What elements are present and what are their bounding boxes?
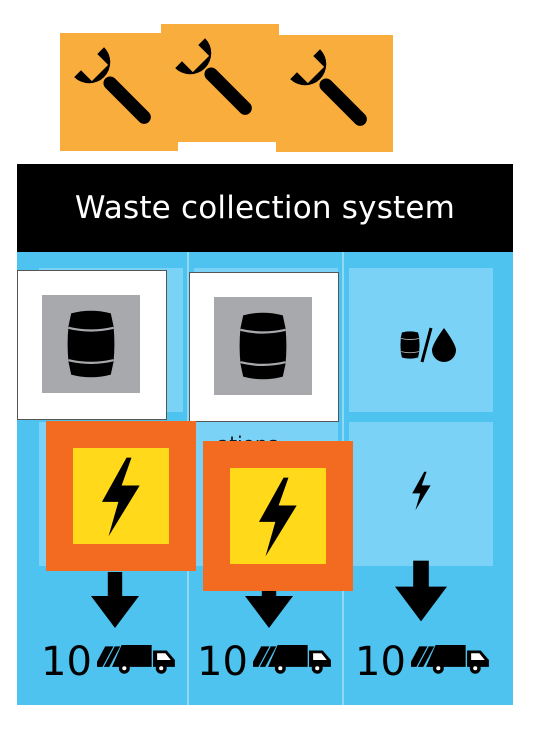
garbage-truck-icon [253, 638, 335, 678]
drop-icon [432, 328, 456, 362]
down-arrow-icon [89, 572, 141, 628]
power-card-1[interactable] [46, 421, 196, 571]
down-arrow-icon [395, 554, 447, 628]
truck-count-col3: 10 [355, 639, 406, 685]
barrel-card-inner [214, 297, 312, 395]
slash-icon [420, 327, 433, 363]
wrench-tile-3[interactable] [276, 35, 393, 152]
barrel-card-inner [42, 295, 140, 393]
wrench-tile-1[interactable] [60, 33, 178, 151]
truck-count-col2: 10 [197, 639, 248, 685]
barrel-icon [236, 308, 290, 384]
lightning-icon [252, 476, 302, 558]
lightning-icon [95, 456, 145, 538]
barrel-card-2[interactable] [189, 272, 339, 422]
slot-col3-top[interactable] [349, 268, 493, 412]
lightning-icon [409, 470, 433, 512]
slot-col3-bottom[interactable] [349, 422, 493, 566]
wrench-icon [71, 44, 167, 140]
barrel-card-1[interactable] [17, 270, 167, 420]
wrench-icon [172, 35, 268, 131]
wrench-icon [287, 46, 383, 142]
truck-count-col1: 10 [41, 639, 92, 685]
wrench-tile-2[interactable] [161, 24, 279, 142]
barrel-icon [64, 306, 118, 382]
garbage-truck-icon [97, 638, 179, 678]
power-card-inner [230, 468, 326, 564]
power-card-inner [73, 448, 169, 544]
garbage-truck-icon [411, 638, 493, 678]
barrel-icon [399, 330, 421, 360]
card-title: Waste collection system [17, 164, 513, 252]
power-card-2[interactable] [203, 441, 353, 591]
